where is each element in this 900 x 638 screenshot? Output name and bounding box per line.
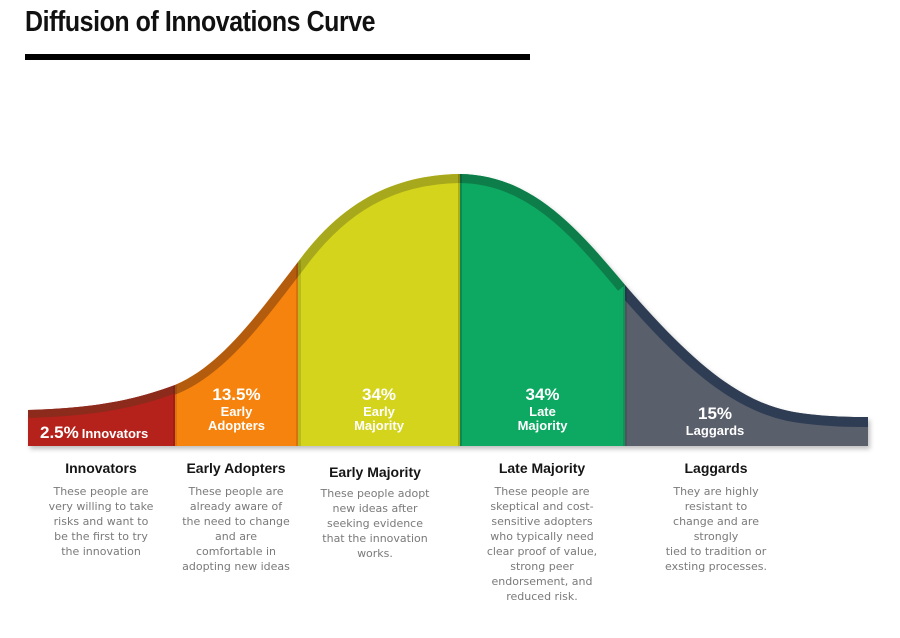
title-underline (25, 54, 530, 60)
description-laggards: Laggards They are highly resistant to ch… (641, 460, 791, 574)
description-text: They are highly resistant to change and … (665, 485, 767, 573)
segment-label-innovators: 2.5% Innovators (40, 423, 149, 442)
segment-label-laggards: 15% Laggards (685, 404, 745, 438)
segment-label-early-adopters: 13.5% Early Adopters (207, 385, 266, 434)
description-early-adopters: Early Adopters These people are already … (161, 460, 311, 574)
description-heading: Early Adopters (186, 460, 286, 476)
description-text: These people adopt new ideas after seeki… (320, 487, 430, 560)
description-text: These people are already aware of the ne… (182, 485, 290, 573)
description-text: These people are very willing to take ri… (48, 485, 154, 558)
segment-innovators (28, 174, 175, 446)
description-innovators: Innovators These people are very willing… (26, 460, 176, 559)
description-heading: Early Majority (329, 464, 421, 480)
page-title: Diffusion of Innovations Curve (25, 6, 376, 38)
description-text: These people are skeptical and cost- sen… (486, 485, 598, 603)
description-heading: Late Majority (498, 460, 586, 476)
description-early-majority: Early Majority These people adopt new id… (300, 464, 450, 561)
description-heading: Laggards (684, 460, 748, 476)
segment-label-early-majority: 34% Early Majority (354, 385, 404, 434)
description-late-majority: Late Majority These people are skeptical… (467, 460, 617, 604)
segment-label-late-majority: 34% Late Majority (517, 385, 568, 434)
description-heading: Innovators (65, 460, 137, 476)
